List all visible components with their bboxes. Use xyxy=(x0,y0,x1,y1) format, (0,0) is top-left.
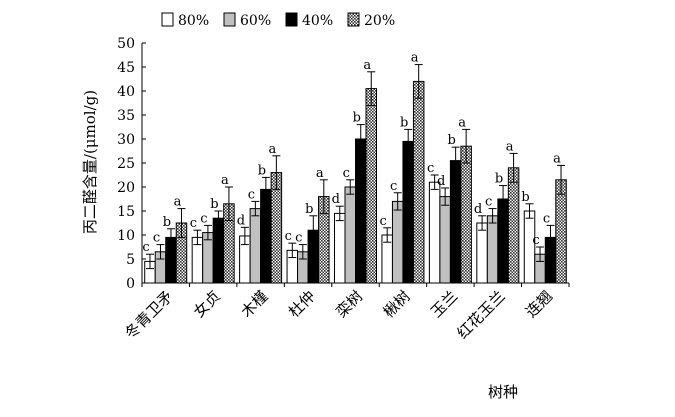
data-label: b xyxy=(353,111,361,126)
data-label: c xyxy=(248,187,255,202)
data-label: a xyxy=(174,195,182,210)
bar xyxy=(365,88,377,284)
x-tick-label: 楸树 xyxy=(380,287,414,321)
data-label: a xyxy=(506,139,514,154)
bar xyxy=(460,145,472,284)
x-tick-label: 女贞 xyxy=(190,287,224,321)
y-tick-label: 10 xyxy=(117,228,135,244)
legend-swatch xyxy=(285,12,298,27)
legend-label: 60% xyxy=(240,13,271,29)
x-tick-label: 连翘 xyxy=(522,287,556,321)
data-label: b xyxy=(258,163,266,178)
bar xyxy=(402,140,414,284)
y-tick-label: 30 xyxy=(117,132,135,148)
data-label: c xyxy=(390,179,397,194)
x-tick-label: 红花玉兰 xyxy=(453,287,508,342)
data-label: a xyxy=(268,142,276,157)
x-tick-label: 栾树 xyxy=(332,287,366,321)
y-tick-label: 40 xyxy=(117,84,135,100)
y-tick-label: 15 xyxy=(117,204,135,220)
bar xyxy=(355,138,367,284)
bar xyxy=(439,196,451,284)
data-label: b xyxy=(521,190,529,205)
legend-swatch xyxy=(347,12,360,27)
data-label: c xyxy=(485,195,492,210)
x-tick-label: 木槿 xyxy=(237,287,271,321)
y-tick-label: 5 xyxy=(126,252,135,268)
y-axis-title: 丙二醛含量/(μmol/g) xyxy=(81,90,99,234)
bar xyxy=(449,160,462,284)
y-tick-label: 20 xyxy=(117,180,135,196)
legend: 80% 60% 40% 20% xyxy=(161,12,395,29)
legend-swatch xyxy=(223,12,236,27)
data-label: c xyxy=(190,216,197,231)
bar xyxy=(476,222,488,284)
x-tick-label: 冬青卫矛 xyxy=(121,287,176,342)
bar xyxy=(334,212,346,284)
x-axis-title: 树种 xyxy=(488,383,518,401)
axes: 0 5 10 15 20 25 30 35 40 45 50 冬青卫矛 女贞 木槿 杜仲 栾树 楸树 玉兰红花玉兰… xyxy=(117,36,570,342)
data-label: c xyxy=(153,231,160,246)
data-label: c xyxy=(380,214,387,229)
bar xyxy=(260,188,272,284)
data-label: b xyxy=(163,215,171,230)
x-tick-label: 玉兰 xyxy=(427,287,461,321)
y-tick-label: 45 xyxy=(117,60,135,76)
legend-swatch xyxy=(161,12,174,27)
legend-label: 40% xyxy=(302,13,333,29)
data-label: b xyxy=(447,133,455,148)
bar xyxy=(486,215,499,284)
x-tick-label: 杜仲 xyxy=(285,287,319,321)
bar xyxy=(555,179,567,284)
bar xyxy=(428,181,441,284)
data-label: c xyxy=(427,161,434,176)
data-label: c xyxy=(295,231,302,246)
y-tick-label: 35 xyxy=(117,108,135,124)
data-label: c xyxy=(285,229,292,244)
data-label: a xyxy=(553,151,561,166)
data-label: c xyxy=(343,166,350,181)
data-label: c xyxy=(532,233,539,248)
bar xyxy=(212,217,225,284)
data-label: c xyxy=(200,211,207,226)
data-label: b xyxy=(305,202,313,217)
data-label: d xyxy=(437,174,445,189)
data-label: d xyxy=(474,202,482,217)
data-label: a xyxy=(221,173,229,188)
data-label: a xyxy=(363,58,371,73)
bar xyxy=(391,200,404,284)
data-label: c xyxy=(543,211,550,226)
bar xyxy=(412,80,425,284)
data-label: b xyxy=(210,197,218,212)
bar xyxy=(344,186,356,284)
legend-label: 20% xyxy=(364,13,395,29)
y-tick-label: 0 xyxy=(126,276,135,292)
bar xyxy=(507,167,520,284)
bar xyxy=(249,208,262,284)
data-label: a xyxy=(316,166,324,181)
data-label: b xyxy=(495,172,503,187)
data-label: d xyxy=(237,213,245,228)
data-label: d xyxy=(332,192,340,207)
y-tick-label: 50 xyxy=(117,36,135,52)
data-label: c xyxy=(142,240,149,255)
y-tick-label: 25 xyxy=(117,156,135,172)
data-label: b xyxy=(400,115,408,130)
data-label: a xyxy=(458,115,466,130)
legend-label: 80% xyxy=(178,13,209,29)
data-label: a xyxy=(411,51,419,66)
